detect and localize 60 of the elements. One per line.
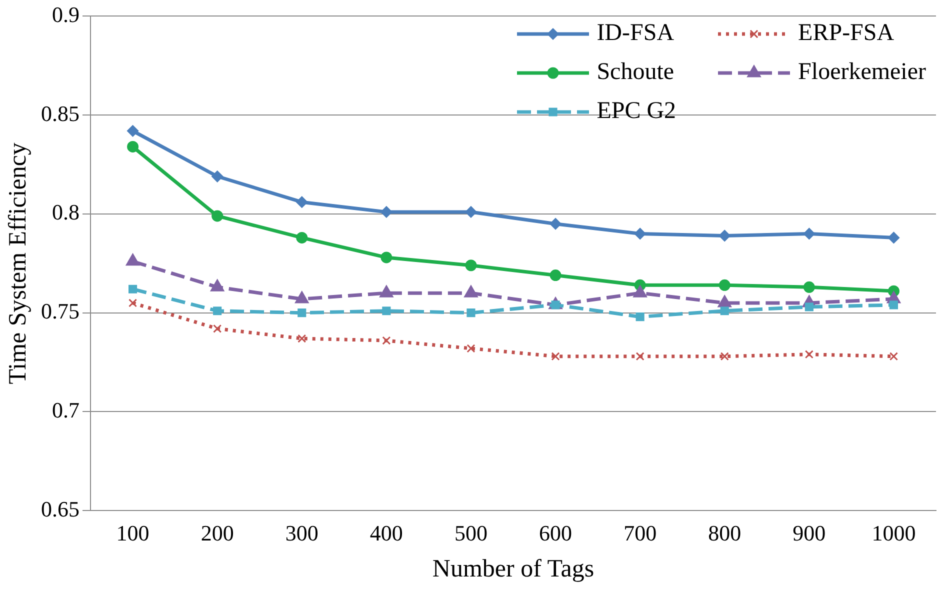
point (718, 279, 730, 291)
y-axis-title: Time System Efficiency (4, 142, 32, 384)
point (212, 210, 224, 222)
point (803, 228, 815, 240)
point (128, 298, 138, 308)
legend-label: Floerkemeier (798, 59, 926, 86)
point (298, 308, 306, 318)
legend-label: ERP-FSA (798, 20, 894, 48)
point (720, 306, 729, 316)
point (382, 306, 391, 316)
point (466, 308, 476, 318)
point (465, 206, 477, 218)
point (636, 352, 644, 361)
x-tick-label: 400 (370, 520, 403, 546)
point (380, 252, 392, 264)
point (720, 352, 729, 361)
point (550, 218, 562, 230)
y-tick-label: 0.85 (41, 100, 80, 126)
y-tick-label: 0.65 (41, 496, 80, 522)
point (465, 260, 477, 272)
x-tick-label: 800 (708, 520, 742, 546)
point (466, 344, 476, 353)
point (127, 140, 139, 152)
point (213, 306, 222, 316)
point (803, 281, 815, 293)
y-tick-label: 0.7 (52, 398, 80, 422)
y-tick-label: 0.9 (52, 2, 80, 27)
y-tick-label: 0.75 (41, 298, 80, 324)
point (296, 196, 308, 208)
point (636, 312, 644, 322)
x-tick-label: 100 (116, 520, 150, 546)
point (634, 228, 646, 240)
point (550, 270, 562, 282)
point (888, 232, 900, 244)
point (889, 300, 898, 310)
x-tick-label: 500 (454, 520, 488, 546)
legend-label: ID-FSA (596, 20, 674, 48)
point (804, 350, 814, 359)
x-tick-label: 200 (200, 520, 234, 546)
point (298, 334, 306, 343)
point (718, 230, 730, 242)
x-tick-label: 1000 (872, 520, 916, 546)
point (128, 284, 138, 294)
point (127, 125, 139, 137)
point (804, 302, 814, 312)
point (380, 206, 392, 218)
x-tick-label: 300 (285, 520, 318, 546)
point (213, 324, 222, 333)
x-tick-label: 900 (792, 520, 826, 546)
x-axis-title: Number of Tags (432, 556, 594, 583)
x-tick-label: 700 (624, 520, 657, 546)
point (889, 352, 898, 361)
point (551, 352, 560, 361)
point (382, 336, 391, 345)
x-tick-label: 600 (539, 520, 572, 546)
point (212, 170, 224, 182)
point (296, 232, 308, 244)
legend-label: EPC G2 (596, 98, 676, 126)
legend-label: Schoute (596, 59, 674, 86)
y-tick-label: 0.8 (52, 200, 80, 225)
